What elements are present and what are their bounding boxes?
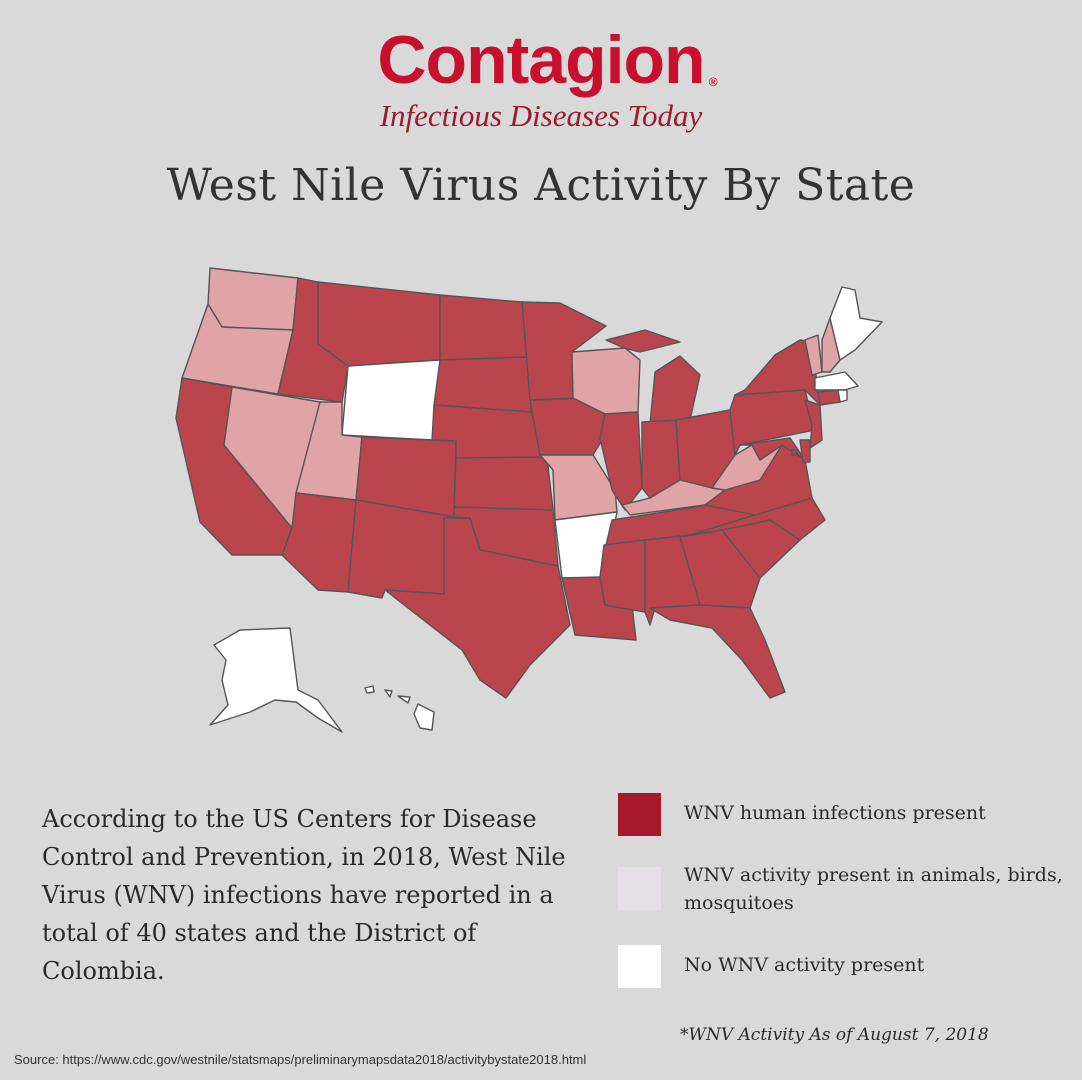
state-MI xyxy=(605,329,701,425)
state-DE xyxy=(799,439,811,463)
state-FL xyxy=(649,604,786,699)
state-AK xyxy=(209,627,343,733)
logo-tagline: Infectious Diseases Today xyxy=(379,98,703,133)
state-KS xyxy=(453,456,554,511)
state-IL xyxy=(599,411,643,511)
state-WY xyxy=(341,359,441,441)
state-WA xyxy=(207,267,299,331)
state-MA xyxy=(814,371,859,391)
legend-swatch-human xyxy=(618,793,661,836)
state-NH xyxy=(821,317,841,373)
logo-registered-mark: ® xyxy=(708,75,718,89)
legend-label-human: WNV human infections present xyxy=(684,802,986,824)
state-SD xyxy=(433,356,532,413)
state-NM xyxy=(347,499,455,599)
state-HI xyxy=(364,685,435,731)
state-RI xyxy=(837,389,848,403)
state-MT xyxy=(317,281,441,367)
legend-label-animal: WNV activity present in animals, birds, … xyxy=(684,864,1063,914)
logo-wordmark-text: Contagion xyxy=(377,22,705,98)
state-ND xyxy=(439,294,531,361)
activity-date-note: *WNV Activity As of August 7, 2018 xyxy=(680,1025,989,1045)
state-DC xyxy=(791,449,798,456)
legend-label-none: No WNV activity present xyxy=(684,954,925,976)
state-CT xyxy=(817,389,841,406)
logo-wordmark: Contagion ® xyxy=(377,18,717,102)
source-citation: Source: https://www.cdc.gov/westnile/sta… xyxy=(14,1052,587,1067)
state-ME xyxy=(829,286,883,361)
state-MD xyxy=(739,437,806,461)
state-TX xyxy=(384,517,571,699)
contagion-logo: Contagion ® xyxy=(0,18,1082,102)
page-title: West Nile Virus Activity By State xyxy=(166,160,916,211)
legend-swatch-animal xyxy=(618,867,661,910)
state-MS xyxy=(599,539,646,613)
state-NJ xyxy=(804,399,823,449)
legend-swatch-none xyxy=(618,945,661,988)
description-text: According to the US Centers for Disease … xyxy=(42,805,566,985)
